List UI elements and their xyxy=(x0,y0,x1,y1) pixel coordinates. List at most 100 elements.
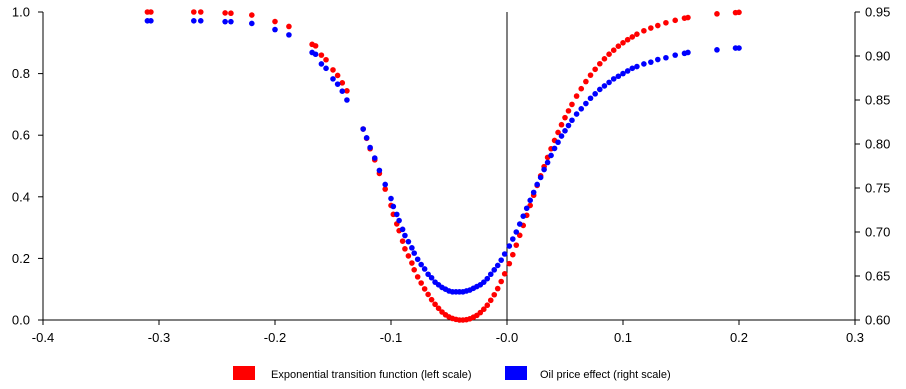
data-point-oil-price-effect xyxy=(481,279,487,285)
data-point-exponential-transition xyxy=(578,85,585,92)
x-axis: -0.4 -0.3 -0.2 -0.1 -0.0 0.1 0.2 0.3 xyxy=(32,320,864,345)
data-point-oil-price-effect xyxy=(339,88,346,94)
data-point-oil-price-effect xyxy=(272,26,278,33)
data-point-oil-price-effect xyxy=(402,232,408,239)
data-point-oil-price-effect xyxy=(672,52,678,58)
plot-area xyxy=(42,12,856,321)
data-point-oil-price-effect xyxy=(312,51,319,58)
data-point-exponential-transition xyxy=(344,88,350,94)
data-point-oil-price-effect xyxy=(534,181,540,188)
data-point-exponential-transition xyxy=(506,260,513,267)
data-point-oil-price-effect xyxy=(736,45,742,51)
data-point-exponential-transition xyxy=(498,278,505,285)
data-point-oil-price-effect xyxy=(615,73,622,80)
series-oil-price-effect xyxy=(144,18,742,295)
data-point-oil-price-effect xyxy=(544,159,551,166)
data-point-exponential-transition xyxy=(558,121,565,128)
data-point-oil-price-effect xyxy=(537,174,544,181)
data-point-exponential-transition xyxy=(663,19,669,26)
data-point-exponential-transition xyxy=(222,10,228,16)
data-point-oil-price-effect xyxy=(565,122,572,129)
data-point-exponential-transition xyxy=(228,10,234,17)
x-tick-label: 0.3 xyxy=(846,330,864,345)
legend-label-oil-price-effect: Oil price effect (right scale) xyxy=(540,369,671,381)
data-point-oil-price-effect xyxy=(578,106,585,112)
legend-label-exponential-transition: Exponential transition function (left sc… xyxy=(271,369,472,381)
data-point-exponential-transition xyxy=(399,238,406,244)
data-point-oil-price-effect xyxy=(648,59,654,65)
x-tick-label: -0.1 xyxy=(380,330,402,345)
data-point-oil-price-effect xyxy=(494,262,501,269)
legend-item-oil-price-effect: Oil price effect (right scale) xyxy=(505,366,671,381)
data-point-oil-price-effect xyxy=(382,181,389,188)
data-point-oil-price-effect xyxy=(601,83,608,89)
data-point-oil-price-effect xyxy=(249,20,255,27)
data-point-exponential-transition xyxy=(501,271,508,277)
data-point-oil-price-effect xyxy=(606,79,612,86)
data-point-oil-price-effect xyxy=(371,155,378,161)
data-point-oil-price-effect xyxy=(344,97,350,103)
data-point-oil-price-effect xyxy=(541,166,547,173)
data-point-oil-price-effect xyxy=(286,32,292,38)
data-point-oil-price-effect xyxy=(399,226,406,233)
data-point-exponential-transition xyxy=(685,14,691,21)
data-point-oil-price-effect xyxy=(641,61,647,67)
y-left-tick-label: 0.4 xyxy=(12,189,30,204)
data-point-oil-price-effect xyxy=(367,144,373,151)
data-point-oil-price-effect xyxy=(425,271,431,278)
data-point-oil-price-effect xyxy=(418,261,424,268)
x-tick-label: 0.2 xyxy=(730,330,748,345)
data-point-oil-price-effect xyxy=(376,167,383,174)
data-point-exponential-transition xyxy=(620,40,626,46)
data-point-oil-price-effect xyxy=(363,135,370,141)
data-point-oil-price-effect xyxy=(487,271,494,278)
legend-swatch-red xyxy=(233,366,255,380)
data-point-oil-price-effect xyxy=(360,126,366,132)
data-point-exponential-transition xyxy=(272,18,278,25)
y-axis-left: 0.0 0.2 0.4 0.6 0.8 1.0 xyxy=(12,5,43,328)
data-point-exponential-transition xyxy=(405,253,412,259)
y-left-tick-label: 0.8 xyxy=(12,66,30,81)
x-tick-label: -0.0 xyxy=(496,330,518,345)
x-tick-label: -0.3 xyxy=(148,330,170,345)
data-point-oil-price-effect xyxy=(323,65,329,72)
y-left-tick-label: 0.2 xyxy=(12,251,30,266)
data-point-exponential-transition xyxy=(610,47,617,53)
data-point-oil-price-effect xyxy=(629,65,636,72)
data-point-exponential-transition xyxy=(569,101,575,108)
data-point-oil-price-effect xyxy=(558,133,565,139)
data-point-oil-price-effect xyxy=(527,197,533,204)
data-point-exponential-transition xyxy=(648,25,654,31)
data-point-exponential-transition xyxy=(323,56,329,63)
data-point-exponential-transition xyxy=(435,305,442,312)
x-tick-label: 0.1 xyxy=(614,330,632,345)
data-point-exponential-transition xyxy=(481,306,487,313)
data-point-oil-price-effect xyxy=(685,49,691,56)
data-point-oil-price-effect xyxy=(610,76,617,82)
data-point-exponential-transition xyxy=(148,9,154,15)
y-right-tick-label: 0.75 xyxy=(865,181,890,196)
data-point-exponential-transition xyxy=(624,36,631,43)
data-point-oil-price-effect xyxy=(390,203,397,210)
y-left-tick-label: 1.0 xyxy=(12,5,30,20)
data-point-oil-price-effect xyxy=(587,95,594,102)
data-point-oil-price-effect xyxy=(414,256,421,263)
data-point-oil-price-effect xyxy=(569,117,575,124)
data-point-exponential-transition xyxy=(428,296,435,303)
data-point-exponential-transition xyxy=(339,80,346,86)
data-point-exponential-transition xyxy=(510,251,516,258)
data-point-exponential-transition xyxy=(513,242,520,248)
data-point-oil-price-effect xyxy=(510,236,516,242)
data-point-oil-price-effect xyxy=(714,47,720,53)
series-exponential-transition xyxy=(144,9,742,323)
data-point-oil-price-effect xyxy=(573,111,580,117)
y-right-tick-label: 0.65 xyxy=(865,269,890,284)
data-point-exponential-transition xyxy=(597,60,603,67)
data-point-exponential-transition xyxy=(477,309,484,316)
data-point-exponential-transition xyxy=(432,301,438,308)
data-point-oil-price-effect xyxy=(334,81,341,87)
data-point-exponential-transition xyxy=(334,72,341,79)
data-point-oil-price-effect xyxy=(555,139,561,146)
data-point-exponential-transition xyxy=(516,232,523,239)
